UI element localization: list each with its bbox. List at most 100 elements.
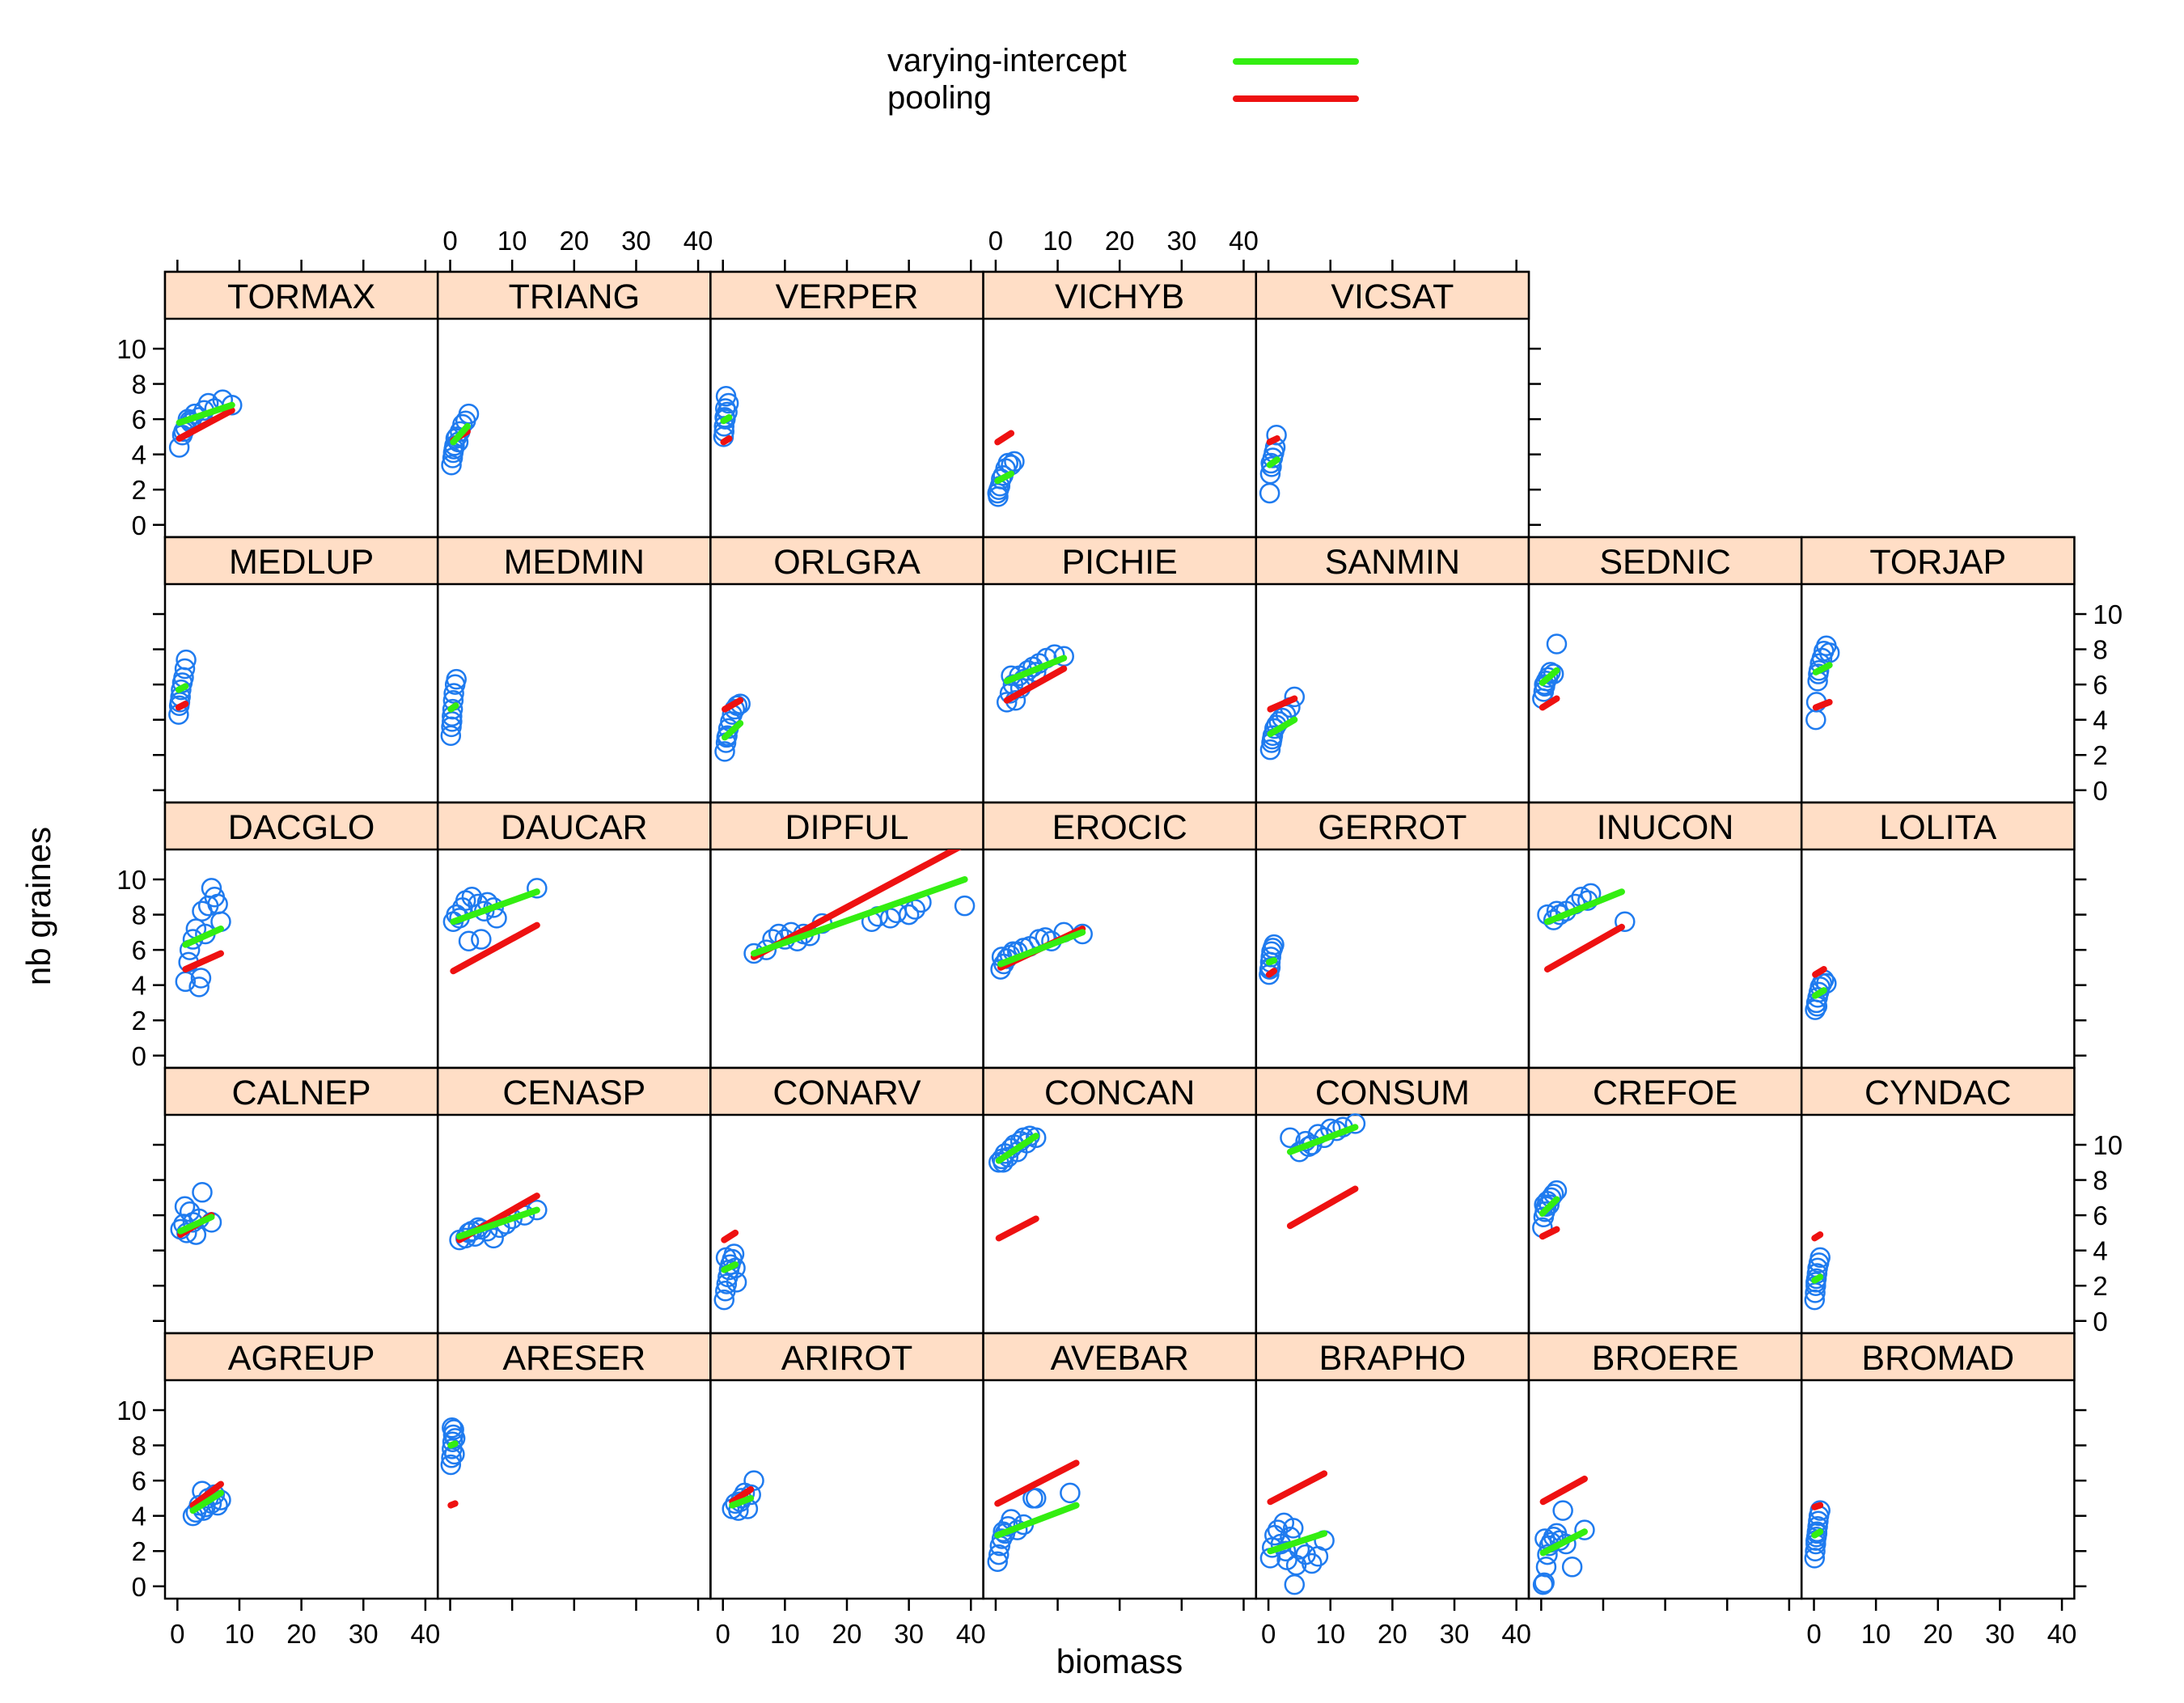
point-daucar-5 <box>458 930 480 951</box>
y-tick-label-right-3-4: 8 <box>2093 1166 2107 1196</box>
strip-label-dipful: DIPFUL <box>785 808 909 847</box>
y-tick-label-left-0-4: 8 <box>132 370 146 400</box>
point-bromad-8 <box>1809 1500 1831 1521</box>
strip-label-dacglo: DACGLO <box>228 808 375 847</box>
strip-concan <box>982 1066 1258 1116</box>
pooling-line-consum <box>1286 1185 1359 1230</box>
strip-label-vichyb: VICHYB <box>1055 277 1184 316</box>
point-sednic-8 <box>1534 674 1555 695</box>
point-brapho-3 <box>1267 1519 1289 1540</box>
strip-label-lolita: LOLITA <box>1879 808 1996 847</box>
point-pichie-0 <box>996 692 1018 713</box>
y-tick-label-left-2-3: 6 <box>132 935 146 965</box>
y-tick-label-left-2-2: 4 <box>132 971 146 1001</box>
strip-dacglo <box>163 801 439 851</box>
strip-medlup <box>163 536 439 586</box>
point-conarv-2 <box>716 1273 738 1294</box>
strip-label-verper: VERPER <box>776 277 919 316</box>
point-cyndac-8 <box>1805 1272 1826 1293</box>
strip-label-calnep: CALNEP <box>232 1074 371 1112</box>
strip-broere <box>1527 1332 1803 1382</box>
strip-label-torjap: TORJAP <box>1869 543 2006 582</box>
strip-label-sanmin: SANMIN <box>1325 543 1460 582</box>
point-medmin-5 <box>443 683 464 704</box>
x-tick-label-bottom-0-2: 20 <box>286 1619 316 1649</box>
strip-label-tormax: TORMAX <box>227 277 375 316</box>
point-concan-11 <box>1025 1127 1047 1149</box>
y-tick-label-right-3-5: 10 <box>2093 1130 2123 1160</box>
x-tick-label-bottom-6-3: 30 <box>1985 1619 2015 1649</box>
pooling-line-concan <box>995 1215 1039 1242</box>
strip-label-gerrot: GERROT <box>1318 808 1467 847</box>
point-medlup-8 <box>169 692 191 713</box>
strip-pichie <box>982 536 1258 586</box>
point-orlgra-0 <box>714 741 735 762</box>
point-dipful-13 <box>898 904 920 926</box>
point-avebar-1 <box>988 1544 1009 1565</box>
x-tick-label-top-3-4: 40 <box>1229 226 1259 256</box>
x-tick-label-bottom-4-1: 10 <box>1315 1619 1345 1649</box>
point-sanmin-9 <box>1284 686 1306 708</box>
y-tick-label-left-4-2: 4 <box>132 1502 146 1531</box>
point-calnep-9 <box>174 1196 196 1217</box>
point-gerrot-6 <box>1263 934 1285 955</box>
point-calnep-7 <box>192 1182 213 1203</box>
strip-medmin <box>436 536 712 586</box>
varying-intercept-line-inucon <box>1543 888 1625 926</box>
strip-erocic <box>982 801 1258 851</box>
pooling-line-avebar <box>994 1459 1080 1507</box>
point-broere-3 <box>1537 1544 1558 1565</box>
x-tick-label-bottom-0-0: 0 <box>170 1619 184 1649</box>
y-tick-label-left-2-4: 8 <box>132 900 146 930</box>
x-tick-label-bottom-0-3: 30 <box>349 1619 379 1649</box>
point-areser-5 <box>443 1419 464 1440</box>
pooling-line-gerrot <box>1265 968 1278 978</box>
y-tick-label-left-2-5: 10 <box>116 865 146 895</box>
pooling-line-inucon <box>1543 923 1625 973</box>
varying-intercept-line-brapho <box>1267 1530 1328 1555</box>
x-tick-label-bottom-6-0: 0 <box>1806 1619 1821 1649</box>
pooling-line-cyndac <box>1811 1231 1824 1242</box>
pooling-line-dacglo <box>182 950 224 973</box>
x-axis-title: biomass <box>1056 1642 1183 1680</box>
strip-inucon <box>1527 801 1803 851</box>
point-calnep-2 <box>176 1222 197 1243</box>
point-broere-2 <box>1535 1557 1557 1578</box>
y-tick-label-right-3-3: 6 <box>2093 1201 2107 1231</box>
strip-label-medlup: MEDLUP <box>229 543 374 582</box>
y-tick-label-left-2-0: 0 <box>132 1041 146 1071</box>
strip-label-concan: CONCAN <box>1044 1074 1195 1112</box>
x-tick-label-top-3-2: 20 <box>1105 226 1135 256</box>
point-lolita-7 <box>1816 972 1837 994</box>
point-medmin-7 <box>446 668 467 690</box>
x-tick-label-top-1-0: 0 <box>442 226 457 256</box>
point-broere-9 <box>1552 1500 1573 1521</box>
strip-cyndac <box>1800 1066 2076 1116</box>
strip-sanmin <box>1255 536 1530 586</box>
strip-label-sednic: SEDNIC <box>1599 543 1730 582</box>
strip-label-broere: BROERE <box>1592 1339 1739 1378</box>
strip-label-medmin: MEDMIN <box>504 543 645 582</box>
point-cenasp-1 <box>455 1227 476 1249</box>
strip-label-areser: ARESER <box>502 1339 645 1378</box>
point-cyndac-7 <box>1809 1247 1831 1269</box>
y-axis-title: nb graines <box>19 827 57 985</box>
pooling-line-broere <box>1539 1475 1588 1506</box>
strip-lolita <box>1800 801 2076 851</box>
pooling-line-verper <box>720 435 733 446</box>
varying-intercept-line-cenasp <box>456 1206 540 1240</box>
strip-brapho <box>1255 1332 1530 1382</box>
varying-intercept-line-broere <box>1539 1528 1588 1557</box>
point-inucon-7 <box>1615 911 1636 933</box>
pooling-line-arirot <box>729 1486 755 1506</box>
point-dacglo-4 <box>188 976 210 998</box>
x-tick-label-top-3-1: 10 <box>1043 226 1073 256</box>
strip-label-agreup: AGREUP <box>228 1339 375 1378</box>
varying-intercept-line-daucar <box>450 888 540 926</box>
point-triang-0 <box>441 454 462 476</box>
strip-label-cenasp: CENASP <box>502 1074 645 1112</box>
point-brapho-12 <box>1302 1553 1323 1574</box>
legend-label-1: pooling <box>887 80 992 116</box>
varying-intercept-line-areser <box>447 1440 459 1449</box>
